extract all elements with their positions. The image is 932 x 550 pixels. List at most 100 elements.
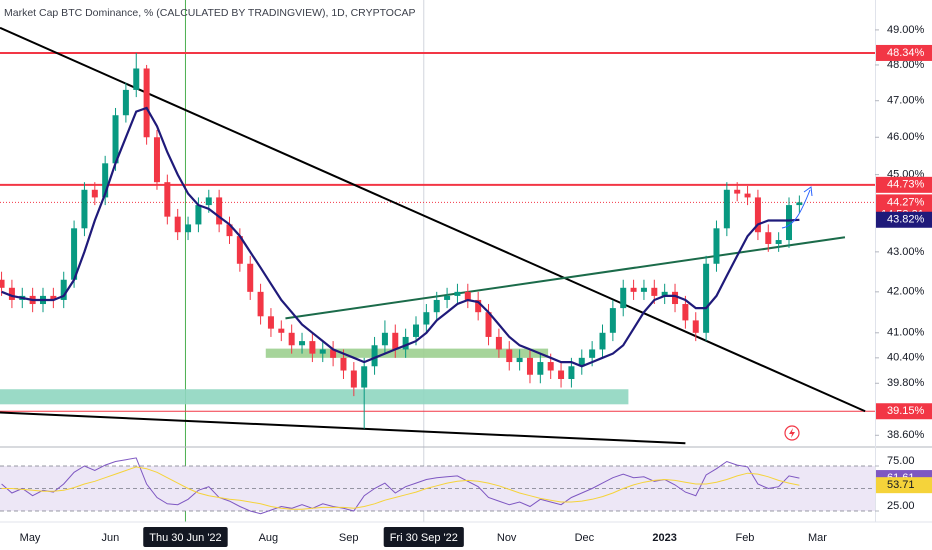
x-tick-label: Nov xyxy=(497,532,517,544)
zone xyxy=(265,348,549,358)
x-tick: Nov xyxy=(497,532,517,544)
y-tick-label: 47.00% xyxy=(887,95,925,107)
chart-title: Market Cap BTC Dominance, % (CALCULATED … xyxy=(4,7,416,19)
candle-body xyxy=(589,349,596,358)
candle-body xyxy=(765,232,772,244)
candle-body xyxy=(754,197,761,233)
candle-body xyxy=(60,279,67,300)
trendline xyxy=(0,411,686,445)
candle-body xyxy=(568,366,575,380)
candle-body xyxy=(558,370,565,380)
x-tick-label: Sep xyxy=(339,532,359,544)
trendline xyxy=(285,236,846,320)
candle-body xyxy=(381,332,388,346)
candle-body xyxy=(786,205,793,241)
moving-average xyxy=(1,106,800,368)
y-tick-label: 40.40% xyxy=(887,352,925,364)
rsi-tag xyxy=(876,477,932,494)
x-tick: Mar xyxy=(808,532,827,544)
price-tag xyxy=(876,176,932,193)
candle-body xyxy=(495,336,502,350)
candle-body xyxy=(682,304,689,321)
candle-body xyxy=(620,287,627,309)
x-tick-label: Aug xyxy=(259,532,279,544)
candle-body xyxy=(81,189,88,229)
candle-body xyxy=(506,349,513,363)
x-tick: Aug xyxy=(259,532,279,544)
y-tick-label: 39.80% xyxy=(887,377,925,389)
rsi-line xyxy=(1,466,800,510)
price-tag-label: 44.27% xyxy=(887,196,925,208)
zone xyxy=(0,389,629,405)
candle-body xyxy=(50,295,57,300)
price-tag-label: 48.34% xyxy=(887,47,925,59)
candle-body xyxy=(226,224,233,237)
x-tick-label: Dec xyxy=(575,532,595,544)
plot xyxy=(0,0,875,522)
candle-body xyxy=(392,332,399,350)
rsi-y-tick-label: 75.00 xyxy=(887,455,915,467)
candle-body xyxy=(288,332,295,346)
price-tag-label: 39.15% xyxy=(887,405,925,417)
candle-body xyxy=(350,370,357,388)
x-tick-label: Fri 30 Sep '22 xyxy=(390,532,458,544)
candle-body xyxy=(8,287,15,300)
candle-body xyxy=(775,240,782,244)
rsi-y-tick-label: 25.00 xyxy=(887,500,915,512)
candle-body xyxy=(0,279,5,288)
candle-body xyxy=(361,366,368,388)
x-tick: Feb xyxy=(735,532,754,544)
price-tag-label: 44.73% xyxy=(887,179,925,191)
candle-body xyxy=(485,312,492,337)
candle-body xyxy=(143,68,150,138)
y-tick-label: 48.00% xyxy=(887,59,925,71)
candle-body xyxy=(599,332,606,350)
candle-body xyxy=(309,341,316,354)
price-tag xyxy=(876,44,932,61)
candle-body xyxy=(516,357,523,363)
candle-body xyxy=(433,299,440,313)
y-tick-label: 46.00% xyxy=(887,131,925,143)
x-tick: May xyxy=(20,532,41,544)
candle-body xyxy=(630,287,637,292)
x-tick: Jun xyxy=(101,532,119,544)
y-tick-label: 38.60% xyxy=(887,429,925,441)
candle-body xyxy=(91,189,98,198)
candle-body xyxy=(651,287,658,296)
candle-body xyxy=(122,89,129,116)
price-tag xyxy=(876,211,932,228)
candle-body xyxy=(526,357,533,375)
candle-body xyxy=(278,328,285,333)
candle-body xyxy=(153,137,160,183)
price-tag xyxy=(876,403,932,420)
candle-body xyxy=(475,299,482,313)
candle-body xyxy=(133,68,140,90)
candle-body xyxy=(205,197,212,206)
candle-body xyxy=(185,224,192,233)
candle-body xyxy=(578,357,585,367)
x-tick-highlight xyxy=(383,527,464,547)
candle-body xyxy=(537,362,544,375)
y-tick-label: 41.00% xyxy=(887,327,925,339)
x-tick-label: Feb xyxy=(735,532,754,544)
x-tick-label: Jun xyxy=(101,532,119,544)
alert-icon-bolt xyxy=(789,428,795,438)
candle-body xyxy=(744,193,751,198)
candle-body xyxy=(112,115,119,164)
candle-body xyxy=(174,216,181,233)
y-tick-label: 49.00% xyxy=(887,24,925,36)
x-tick-label: Mar xyxy=(808,532,827,544)
candle-body xyxy=(672,291,679,305)
candle-body xyxy=(703,263,710,333)
x-tick-highlight xyxy=(143,527,228,547)
candle-body xyxy=(195,205,202,225)
candle-body xyxy=(609,308,616,333)
candle-body xyxy=(164,182,171,217)
candle-body xyxy=(402,336,409,350)
candle-body xyxy=(713,228,720,264)
candle-body xyxy=(340,357,347,371)
x-tick: 2023 xyxy=(652,532,676,544)
y-tick-label: 43.00% xyxy=(887,246,925,258)
